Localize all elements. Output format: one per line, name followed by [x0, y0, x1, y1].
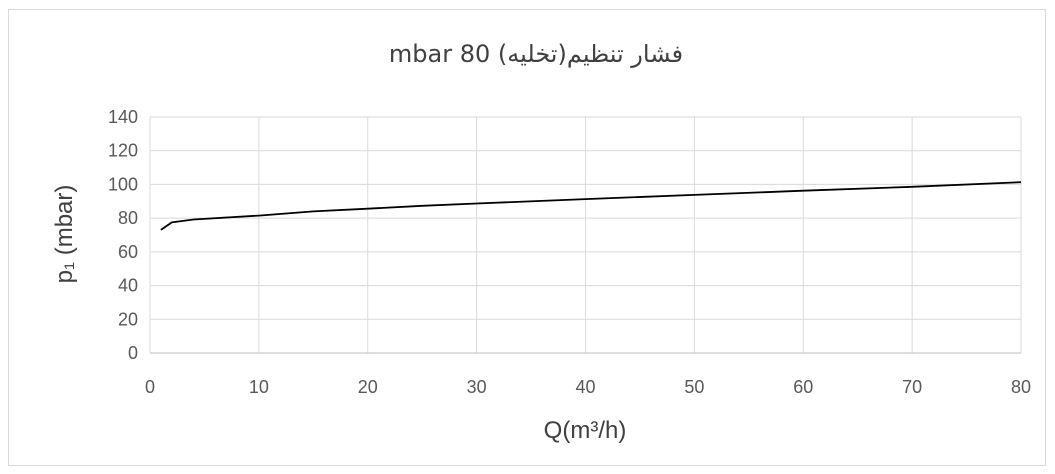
y-axis-title: p₁ (mbar) [51, 185, 78, 284]
x-tick-label: 70 [902, 377, 922, 397]
y-tick-label: 120 [108, 141, 138, 161]
x-tick-label: 10 [249, 377, 269, 397]
y-tick-label: 0 [128, 343, 138, 363]
series-layer [160, 181, 1022, 231]
chart-title: فشار تنظیم(تخلیه) 80 mbar [389, 40, 683, 68]
y-tick-label: 80 [118, 208, 138, 228]
chart-area [8, 9, 1046, 466]
y-tick-label: 140 [108, 107, 138, 127]
gridlines [150, 116, 1022, 353]
x-tick-label: 60 [793, 377, 813, 397]
x-tick-label: 0 [145, 377, 155, 397]
x-tick-label: 20 [358, 377, 378, 397]
x-tick-label: 50 [684, 377, 704, 397]
x-axis-title: Q(m³/h) [544, 417, 627, 444]
y-tick-label: 40 [118, 276, 138, 296]
x-tick-label: 40 [575, 377, 595, 397]
x-tick-label: 80 [1011, 377, 1031, 397]
y-tick-label: 60 [118, 242, 138, 262]
series-line-1 [160, 181, 1022, 231]
y-tick-label: 20 [118, 309, 138, 329]
tick-labels: 0 20 40 60 80 100 120 140 0 10 20 30 40 50 60 70 80 [108, 107, 1031, 397]
y-tick-label: 100 [108, 174, 138, 194]
x-tick-label: 30 [467, 377, 487, 397]
axes [149, 117, 1021, 354]
